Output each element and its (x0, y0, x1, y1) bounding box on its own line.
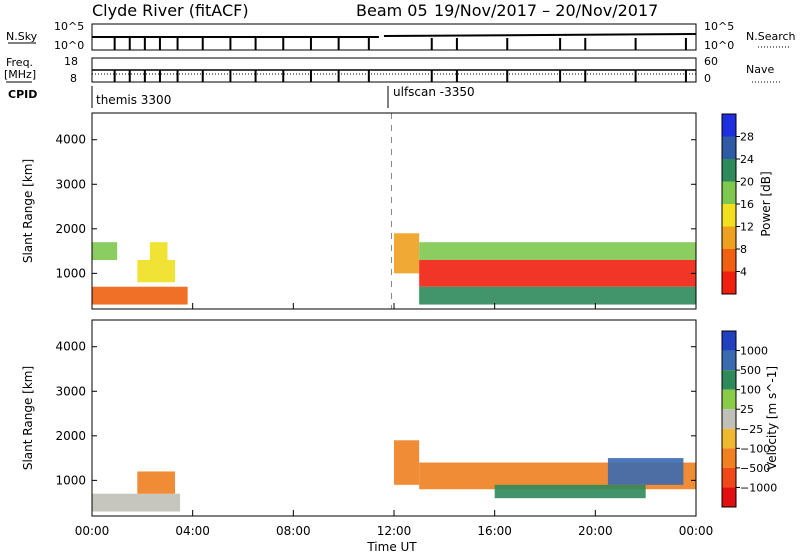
colorbar-frame (721, 330, 737, 508)
freq-tick-high: 18 (64, 55, 78, 68)
colorbar-segment (722, 409, 736, 429)
colorbar-segment (722, 204, 736, 227)
colorbar-tick-label: −100 (740, 442, 770, 455)
nsky-trace-line (383, 33, 697, 37)
velocity-cbar-label: Velocity [m s^-1] (765, 366, 779, 470)
time-xlabel: Time UT (366, 540, 417, 554)
date-range: 19/Nov/2017 – 20/Nov/2017 (434, 1, 658, 20)
y-tick-label: 4000 (55, 340, 86, 354)
data-region (419, 260, 696, 287)
cpid-name-1: themis 3300 (96, 93, 171, 107)
data-region (92, 286, 188, 305)
colorbar-segment (722, 370, 736, 390)
velocity-y-axis: 1000 2000 3000 4000 (55, 340, 696, 487)
nsky-trace (92, 33, 697, 50)
data-region (419, 286, 696, 305)
colorbar-segment (722, 181, 736, 204)
cpid-name-2: ulfscan -3350 (393, 85, 475, 99)
colorbar-segment (722, 271, 736, 294)
freq-label: Freq. (6, 56, 33, 69)
colorbar-segment (722, 389, 736, 410)
y-tick-label: 3000 (55, 177, 86, 191)
colorbar-segment (722, 249, 736, 272)
colorbar-tick-label: 1000 (740, 345, 768, 358)
colorbar-segment (722, 114, 736, 137)
x-tick-label: 16:00 (477, 524, 512, 538)
nsky-tick-high: 10^5 (54, 20, 84, 33)
colorbar-tick-label: −1000 (740, 481, 777, 494)
beam-label: Beam 05 (356, 1, 428, 20)
colorbar-tick-label: 28 (740, 131, 754, 144)
power-colorbar: 4 8 12 16 20 24 28 (721, 113, 754, 295)
nsearch-label: N.Search (746, 30, 796, 43)
colorbar-tick-label: 8 (740, 243, 747, 256)
data-region (607, 458, 684, 485)
y-tick-label: 4000 (55, 133, 86, 147)
colorbar-tick-label: 500 (740, 364, 761, 377)
nsky-label: N.Sky (6, 30, 38, 43)
power-y-axis: 1000 2000 3000 4000 (55, 133, 696, 280)
colorbar-tick-label: 4 (740, 266, 747, 279)
colorbar-tick-label: 12 (740, 221, 754, 234)
colorbar-segment (722, 350, 736, 371)
nsky-right-tick-low: 10^0 (704, 39, 734, 52)
colorbar-segment (722, 226, 736, 249)
data-region (394, 233, 420, 274)
data-region (92, 242, 118, 260)
y-tick-label: 3000 (55, 384, 86, 398)
freq-tick-low: 8 (70, 72, 77, 85)
nsky-tick-low: 10^0 (54, 39, 84, 52)
colorbar-tick-label: −500 (740, 462, 770, 475)
data-region (137, 471, 176, 494)
station-title: Clyde River (fitACF) (92, 1, 249, 20)
nave-label: Nave (746, 63, 774, 76)
power-data (92, 113, 696, 516)
time-x-axis: 00:00 04:00 08:00 12:00 16:00 20:00 00:00 (75, 303, 714, 538)
velocity-ylabel: Slant Range [km] (21, 366, 35, 470)
data-region (137, 260, 176, 283)
nsky-right-tick-high: 10^5 (704, 20, 734, 33)
colorbar-segment (722, 487, 736, 507)
colorbar-tick-label: 24 (740, 153, 754, 166)
x-tick-label: 12:00 (377, 524, 412, 538)
power-ylabel: Slant Range [km] (21, 159, 35, 263)
colorbar-tick-label: 100 (740, 384, 761, 397)
colorbar-segment (722, 159, 736, 182)
y-tick-label: 1000 (55, 266, 86, 280)
nave-tick-low: 0 (704, 72, 711, 85)
colorbar-tick-label: 25 (740, 403, 754, 416)
x-tick-label: 20:00 (578, 524, 613, 538)
colorbar-segment (722, 448, 736, 468)
colorbar-segment (722, 331, 736, 351)
nave-tick-high: 60 (704, 55, 718, 68)
x-tick-label: 08:00 (276, 524, 311, 538)
x-tick-label: 00:00 (75, 524, 110, 538)
colorbar-segment (722, 428, 736, 449)
colorbar-tick-label: −25 (740, 423, 763, 436)
x-tick-label: 04:00 (175, 524, 210, 538)
data-region (419, 242, 696, 260)
velocity-data (92, 440, 696, 512)
data-region (494, 484, 646, 499)
data-region (394, 440, 420, 485)
colorbar-tick-label: 20 (740, 176, 754, 189)
freq-unit: [MHz] (4, 68, 36, 81)
data-region (92, 493, 181, 512)
colorbar-segment (722, 467, 736, 488)
data-region (149, 242, 168, 260)
x-tick-label: 00:00 (679, 524, 714, 538)
cpid-label: CPID (8, 88, 37, 101)
velocity-colorbar: 1000 500 100 25 −25 −100 −500 −1000 (721, 330, 777, 508)
y-tick-label: 2000 (55, 222, 86, 236)
power-cbar-label: Power [dB] (759, 171, 773, 236)
y-tick-label: 2000 (55, 429, 86, 443)
freq-trace (92, 69, 696, 82)
y-tick-label: 1000 (55, 473, 86, 487)
colorbar-tick-label: 16 (740, 198, 754, 211)
colorbar-segment (722, 136, 736, 159)
